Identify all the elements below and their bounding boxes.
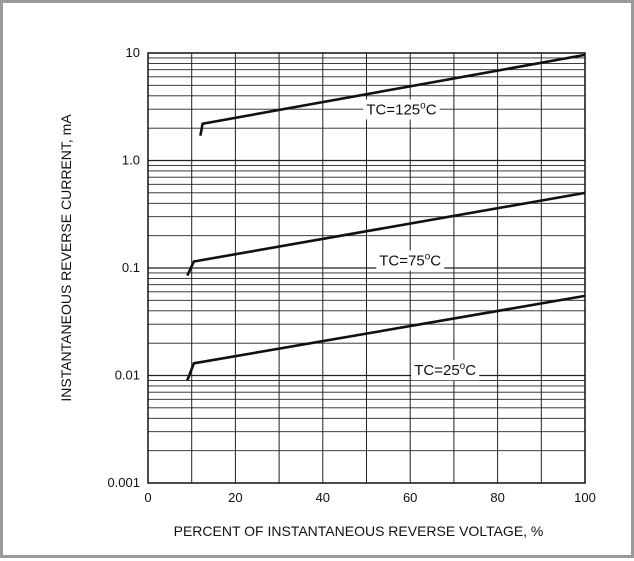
x-axis-label: PERCENT OF INSTANTANEOUS REVERSE VOLTAGE… [174, 523, 544, 539]
tick-labels: 0 20 40 60 80 100 0.001 0.01 0.1 1.0 10 [107, 45, 595, 505]
x-tick-label: 0 [144, 490, 151, 505]
y-axis-label: INSTANTANEOUS REVERSE CURRENT, mA [58, 114, 74, 402]
series-label-background [363, 99, 440, 120]
y-tick-label: 10 [126, 45, 140, 60]
series: TC=125oC TC=75oC TC=25oC [186, 53, 586, 381]
x-tick-label: 40 [316, 490, 330, 505]
series-line [186, 294, 586, 381]
y-tick-label: 0.1 [122, 260, 140, 275]
series-label-background [376, 250, 445, 271]
x-tick-label: 60 [403, 490, 417, 505]
x-tick-label: 20 [228, 490, 242, 505]
series-label: TC=25oC [414, 361, 476, 379]
series-label: TC=125oC [366, 100, 436, 118]
series-line [199, 53, 586, 136]
x-tick-label: 100 [574, 490, 596, 505]
series-label: TC=75oC [379, 252, 441, 270]
grid [148, 53, 585, 483]
y-tick-label: 1.0 [122, 153, 140, 168]
y-tick-label: 0.01 [115, 368, 140, 383]
x-tick-label: 80 [490, 490, 504, 505]
series-line [186, 191, 586, 277]
series-label-background [411, 360, 480, 381]
plot-border [147, 52, 586, 484]
y-tick-label: 0.001 [107, 475, 140, 490]
